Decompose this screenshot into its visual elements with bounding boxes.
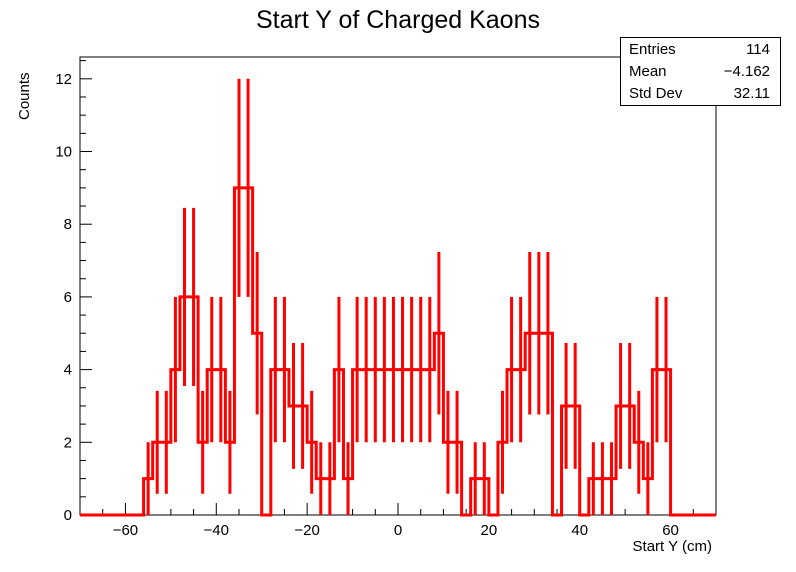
stats-row-entries: Entries 114 xyxy=(621,38,780,60)
y-tick-label: 6 xyxy=(64,289,72,306)
y-tick-label: 8 xyxy=(64,216,72,233)
stats-mean-value: −4.162 xyxy=(723,63,770,80)
stats-std-label: Std Dev xyxy=(629,85,683,102)
y-tick-label: 4 xyxy=(64,362,72,379)
x-axis-label: Start Y (cm) xyxy=(632,538,712,555)
stats-box: Entries 114 Mean −4.162 Std Dev 32.11 xyxy=(620,37,781,106)
chart-title: Start Y of Charged Kaons xyxy=(256,6,540,34)
y-tick-label: 12 xyxy=(55,71,72,88)
x-tick-label: 20 xyxy=(481,522,498,539)
stats-row-std: Std Dev 32.11 xyxy=(621,82,780,104)
stats-entries-label: Entries xyxy=(629,41,676,58)
y-tick-label: 0 xyxy=(64,507,72,524)
x-tick-label: 0 xyxy=(394,522,402,539)
stats-row-mean: Mean −4.162 xyxy=(621,60,780,82)
y-tick-label: 10 xyxy=(55,144,72,161)
x-tick-label: −40 xyxy=(204,522,229,539)
x-tick-label: −60 xyxy=(113,522,138,539)
y-tick-label: 2 xyxy=(64,434,72,451)
stats-std-value: 32.11 xyxy=(733,85,770,102)
x-tick-label: 60 xyxy=(662,522,679,539)
stats-entries-value: 114 xyxy=(746,41,770,58)
histogram-line xyxy=(80,186,716,517)
y-axis-label: Counts xyxy=(16,72,33,120)
stats-mean-label: Mean xyxy=(629,63,667,80)
x-tick-label: −20 xyxy=(294,522,319,539)
x-tick-label: 40 xyxy=(571,522,588,539)
